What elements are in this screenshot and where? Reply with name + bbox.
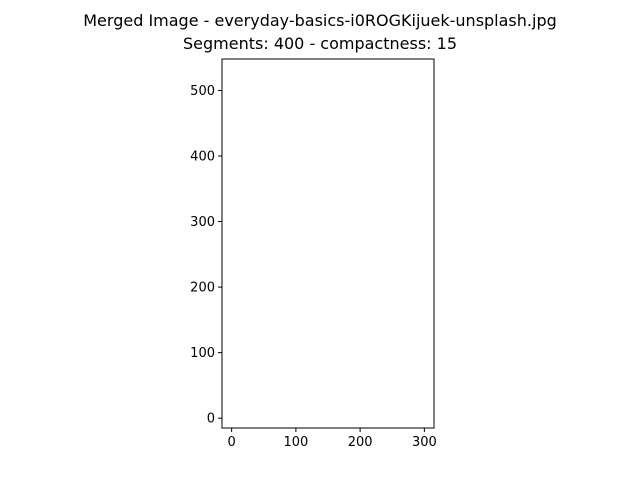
y-tick-label: 400: [190, 150, 215, 165]
chart-title-line-1: Merged Image - everyday-basics-i0ROGKiju…: [83, 11, 557, 30]
scissor-blade: [309, 84, 354, 392]
flow-lines: [235, 49, 440, 415]
x-tick-label: 300: [412, 435, 437, 450]
y-tick-label: 500: [190, 84, 215, 99]
x-tick-label: 200: [348, 435, 373, 450]
axes-frame: [221, 58, 435, 429]
scissor-blade-dark: [316, 94, 344, 379]
axis-ticks: 0 100 200 300 0 100 200 300 400 500: [190, 84, 437, 450]
object-contour: [275, 91, 380, 366]
x-tick-label: 0: [227, 435, 235, 450]
y-tick-label: 300: [190, 215, 215, 230]
x-tick-label: 100: [283, 435, 308, 450]
scissor-handle-left: [277, 91, 319, 202]
chart-title-line-2: Segments: 400 - compactness: 15: [183, 34, 457, 53]
scissor-handle-right: [341, 91, 386, 196]
y-tick-label: 200: [190, 281, 215, 296]
y-tick-label: 0: [207, 412, 215, 427]
handle-hole-left: [290, 107, 311, 169]
y-tick-label: 100: [190, 346, 215, 361]
handle-hole-right: [349, 110, 373, 163]
segmented-image: [235, 49, 440, 415]
